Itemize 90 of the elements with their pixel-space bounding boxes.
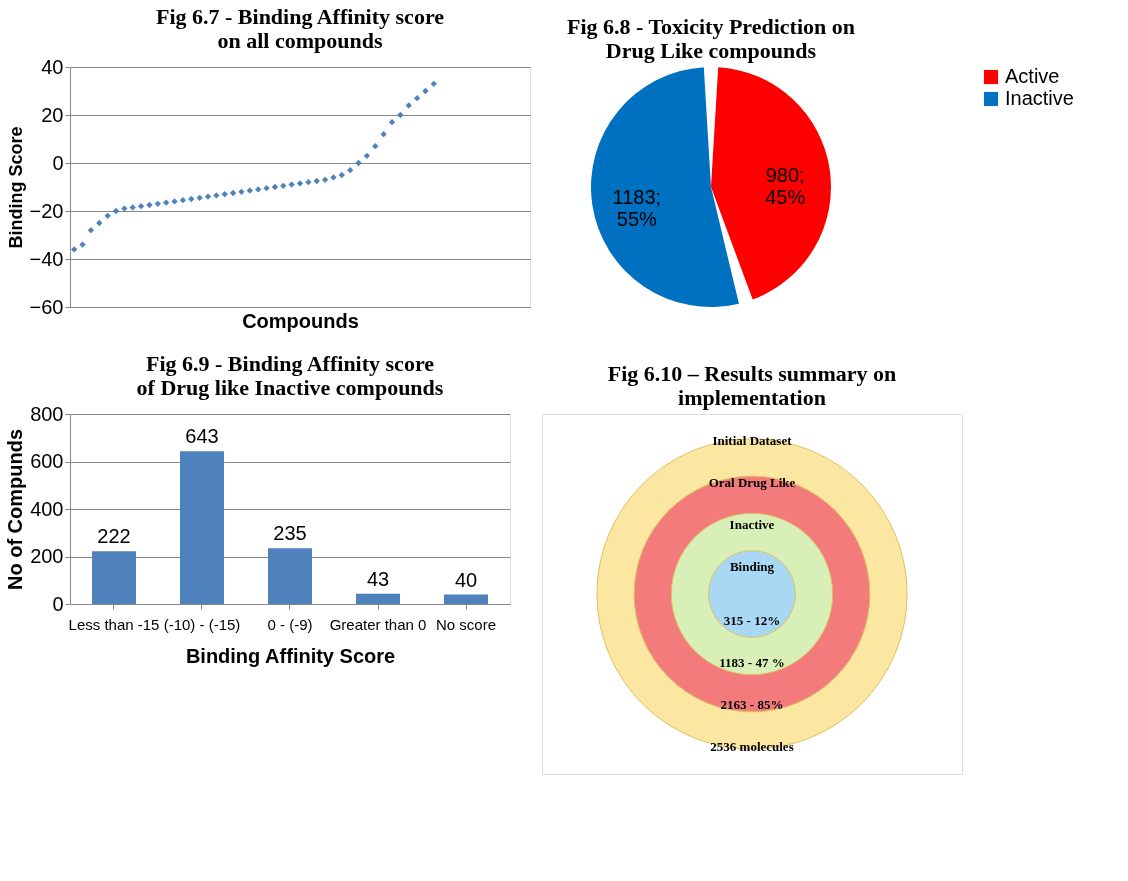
point xyxy=(330,174,337,181)
y-tick-label: −20 xyxy=(29,199,64,222)
data-label: 980; 45% xyxy=(765,163,806,208)
y-tick-label: 0 xyxy=(52,151,64,174)
y-tick-label: 0 xyxy=(52,592,64,615)
text: 1183 - 47 % xyxy=(719,655,785,670)
x-axis-title: Binding Affinity Score xyxy=(185,644,396,667)
x-tick-label: (-10) - (-15) xyxy=(163,615,241,633)
y-tick-label: −60 xyxy=(29,295,64,318)
data-label: 643 xyxy=(185,425,219,448)
point xyxy=(179,197,187,204)
point xyxy=(405,102,412,109)
data-label: 1183; 55% xyxy=(612,186,662,231)
point xyxy=(196,194,203,201)
point xyxy=(355,159,362,167)
point xyxy=(372,143,379,150)
point xyxy=(238,188,245,195)
text: 315 - 12% xyxy=(723,613,781,628)
chart-title: Fig 6.7 - Binding Affinity score on all compounds xyxy=(155,4,445,53)
point xyxy=(96,219,103,227)
point xyxy=(388,119,396,126)
point xyxy=(380,131,387,138)
x-axis-title: Compounds xyxy=(242,309,359,332)
point xyxy=(87,227,95,234)
category-label: Oral Drug Like xyxy=(708,475,796,490)
text: Fig 6.10 – Results summary on implementation xyxy=(607,361,897,410)
data-label: 235 xyxy=(273,522,307,545)
point xyxy=(171,198,178,205)
legend-label: Active xyxy=(1005,65,1060,87)
y-tick-label: 200 xyxy=(30,545,64,567)
point xyxy=(79,241,86,248)
point xyxy=(163,199,170,206)
category-label: Initial Dataset xyxy=(712,433,793,448)
data-label: 40 xyxy=(454,568,478,591)
category-label: Binding xyxy=(729,559,775,574)
point xyxy=(296,180,304,187)
point xyxy=(363,152,371,159)
chart-title: Fig 6.8 - Toxicity Prediction on Drug Like compounds xyxy=(566,14,856,63)
y-tick-label: 400 xyxy=(30,497,64,520)
point xyxy=(347,167,354,174)
y-tick-label: 800 xyxy=(30,402,64,425)
point xyxy=(213,192,220,199)
point xyxy=(204,193,212,200)
point xyxy=(71,246,78,253)
bar xyxy=(356,593,400,604)
bar xyxy=(444,594,488,604)
point xyxy=(271,183,279,191)
legend-label: Inactive xyxy=(1005,87,1074,109)
bar xyxy=(180,451,224,604)
point xyxy=(397,111,404,119)
x-tick-label: 0 - (-9) xyxy=(267,615,313,633)
point xyxy=(338,171,345,179)
point xyxy=(321,176,329,183)
point xyxy=(430,80,437,87)
y-tick-label: −40 xyxy=(29,247,64,270)
y-tick-label: 600 xyxy=(30,450,64,472)
point xyxy=(104,212,111,219)
text: 2163 - 85% xyxy=(720,697,784,712)
point xyxy=(413,95,421,102)
point xyxy=(146,201,153,209)
text: 2536 molecules xyxy=(710,739,794,754)
bar xyxy=(92,551,136,604)
point xyxy=(112,207,120,215)
bar xyxy=(268,548,312,604)
point xyxy=(280,182,287,189)
point xyxy=(255,186,262,193)
category-label: Inactive xyxy=(729,517,775,532)
point xyxy=(229,189,237,197)
y-tick-label: 20 xyxy=(41,103,64,126)
x-tick-label: No score xyxy=(435,615,497,633)
point xyxy=(422,87,429,95)
x-tick-label: Less than -15 xyxy=(68,615,160,633)
chart-title: Fig 6.9 - Binding Affinity score of Drug like Inactive compounds xyxy=(136,351,444,400)
point xyxy=(221,191,228,198)
y-axis-title: No of Compunds xyxy=(4,428,27,591)
data-label: 222 xyxy=(97,525,131,548)
point xyxy=(263,185,270,192)
data-label: 43 xyxy=(366,567,390,590)
point xyxy=(246,187,253,194)
point xyxy=(121,205,128,212)
point xyxy=(288,181,295,188)
y-tick-label: 40 xyxy=(41,55,64,78)
point xyxy=(154,200,161,207)
point xyxy=(305,179,312,186)
x-tick-label: Greater than 0 xyxy=(329,615,427,633)
point xyxy=(137,203,145,210)
y-axis-title: Binding Score xyxy=(5,126,26,249)
point xyxy=(313,177,320,185)
point xyxy=(129,204,136,211)
point xyxy=(188,195,195,203)
